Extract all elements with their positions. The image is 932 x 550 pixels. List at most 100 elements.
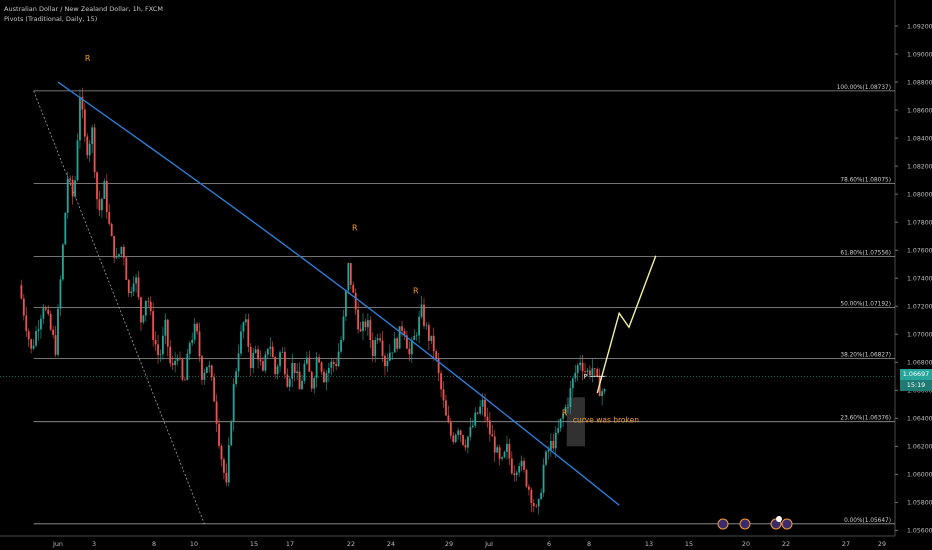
candle-body — [332, 361, 335, 364]
candle-body — [271, 346, 274, 358]
candle-body — [35, 331, 37, 346]
time-tick-label: 29 — [878, 540, 886, 548]
time-tick-label: 27 — [842, 540, 850, 548]
candle-body — [149, 301, 152, 312]
candle-body — [203, 372, 206, 380]
candle-body — [384, 355, 386, 367]
candle-body — [349, 263, 352, 285]
candle-body — [403, 330, 406, 336]
candle-body — [162, 335, 164, 355]
candle-body — [581, 362, 584, 372]
candle-body — [237, 353, 240, 372]
candle-body — [96, 172, 98, 200]
candle-body — [447, 415, 450, 423]
candle-body — [532, 503, 535, 506]
candle-body — [418, 316, 421, 336]
candle-body — [342, 316, 345, 340]
candle-body — [47, 309, 50, 314]
candle-body — [291, 363, 294, 379]
candle-body — [249, 346, 252, 369]
annotation-text: curve was broken — [573, 416, 639, 425]
candle-body — [388, 352, 391, 361]
candle-body — [498, 447, 501, 459]
time-tick-label: 13 — [645, 540, 653, 548]
candle-body — [354, 292, 357, 310]
candle-body — [549, 440, 552, 451]
candle-body — [132, 283, 135, 292]
candle-body — [205, 367, 208, 373]
price-tick-label: 1.06200 — [907, 444, 932, 451]
candle-body — [135, 277, 137, 284]
price-tick-label: 1.05600 — [907, 528, 932, 535]
candle-body — [435, 351, 438, 359]
candle-body — [266, 348, 269, 355]
candle-body — [379, 338, 381, 341]
candle-body — [325, 373, 328, 383]
candle-body — [66, 178, 69, 213]
candle-body — [471, 425, 474, 428]
candle-body — [176, 357, 179, 361]
candle-body — [152, 311, 155, 341]
candle-body — [327, 367, 330, 374]
candle-body — [254, 349, 257, 353]
candle-body — [108, 212, 111, 224]
candle-body — [286, 374, 289, 387]
price-tick-label: 1.08800 — [907, 79, 932, 86]
candle-body — [288, 378, 291, 387]
candle-body — [425, 325, 428, 326]
candle-body — [110, 223, 113, 237]
candle-body — [369, 320, 372, 341]
candle-body — [467, 436, 469, 448]
candle-body — [357, 309, 360, 330]
candle-body — [159, 354, 162, 356]
candle-body — [596, 369, 599, 377]
price-tick-label: 1.08600 — [907, 107, 932, 114]
candle-body — [584, 371, 586, 373]
time-tick-label: 8 — [587, 540, 591, 548]
candle-body — [91, 127, 94, 144]
fib-level-label: 78.60%(1.08075) — [840, 178, 891, 184]
candle-body — [452, 435, 455, 442]
candle-body — [540, 492, 543, 500]
candle-body — [293, 363, 296, 374]
candle-body — [42, 308, 45, 319]
candle-body — [564, 407, 567, 414]
candle-body — [481, 399, 484, 407]
economic-event-icon — [739, 518, 751, 530]
price-tick-label: 1.08400 — [907, 135, 932, 142]
candle-body — [125, 257, 128, 280]
candle-body — [520, 460, 523, 467]
price-tick-label: 1.05800 — [907, 500, 932, 507]
candle-body — [376, 338, 379, 341]
candle-body — [235, 371, 238, 385]
candle-body — [140, 297, 142, 323]
time-tick-label: 10 — [190, 540, 198, 548]
candle-body — [86, 136, 89, 156]
candle-body — [574, 372, 577, 379]
candle-body — [137, 277, 140, 298]
candle-body — [535, 505, 538, 507]
candle-body — [423, 304, 425, 326]
price-tick-label: 1.06400 — [907, 416, 932, 423]
candle-body — [198, 331, 201, 357]
fib-level-label: 50.00%(1.07192) — [840, 301, 891, 307]
candle-body — [196, 323, 198, 332]
candle-body — [142, 315, 145, 323]
candle-body — [510, 458, 513, 474]
candle-body — [171, 363, 174, 366]
candle-body — [242, 322, 245, 332]
fib-level-label: 100.00%(1.08737) — [837, 85, 891, 91]
candle-body — [298, 371, 301, 390]
time-tick-label: 29 — [445, 540, 453, 548]
candle-body — [22, 298, 25, 316]
candle-body — [296, 371, 299, 374]
time-tick-label: 15 — [250, 540, 258, 548]
candle-body — [469, 427, 472, 437]
candle-body — [69, 178, 72, 180]
candle-body — [340, 339, 342, 352]
candle-body — [179, 357, 181, 360]
price-tick-label: 1.08000 — [907, 191, 932, 198]
candle-body — [513, 473, 516, 475]
candle-body — [330, 361, 333, 368]
